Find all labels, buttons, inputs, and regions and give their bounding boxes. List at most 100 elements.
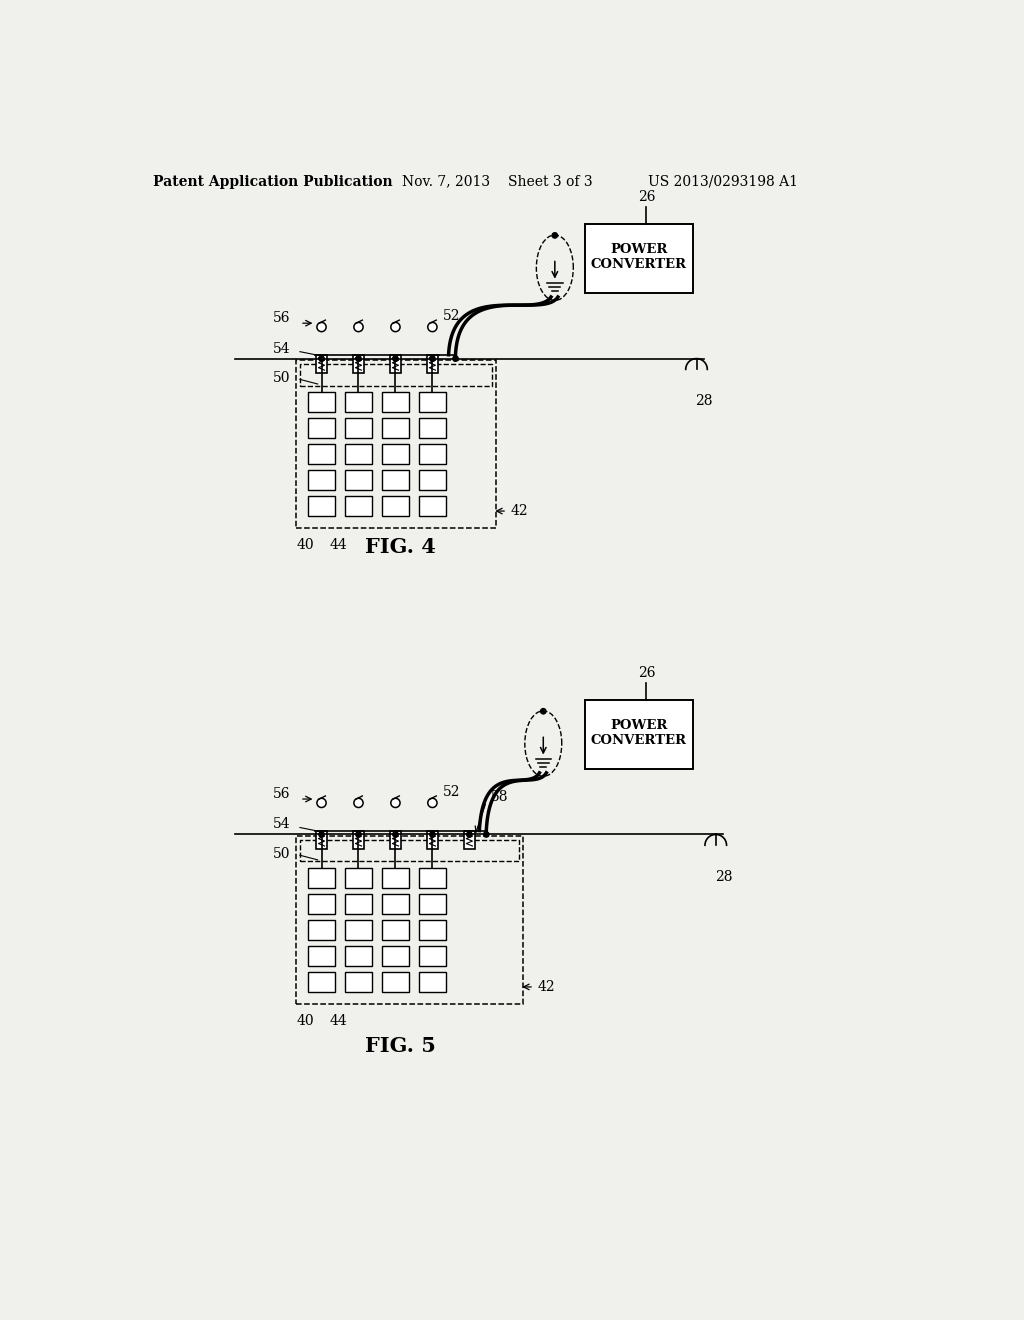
Bar bbox=[307, 894, 336, 913]
Text: 52: 52 bbox=[443, 785, 461, 799]
Bar bbox=[345, 946, 373, 966]
Text: 40: 40 bbox=[297, 539, 314, 552]
Bar bbox=[382, 894, 410, 913]
Bar bbox=[390, 830, 400, 849]
Bar bbox=[345, 920, 373, 940]
Text: Patent Application Publication: Patent Application Publication bbox=[154, 174, 393, 189]
Bar bbox=[419, 973, 446, 993]
Bar bbox=[419, 444, 446, 465]
Text: FIG. 4: FIG. 4 bbox=[365, 537, 435, 557]
Circle shape bbox=[355, 832, 361, 837]
Circle shape bbox=[430, 832, 435, 837]
Bar bbox=[382, 392, 410, 412]
Circle shape bbox=[393, 356, 398, 362]
Text: 44: 44 bbox=[330, 539, 347, 552]
Text: 42: 42 bbox=[510, 504, 527, 517]
Bar bbox=[419, 470, 446, 490]
Bar bbox=[419, 392, 446, 412]
Bar bbox=[307, 392, 336, 412]
Bar bbox=[307, 920, 336, 940]
Circle shape bbox=[483, 832, 489, 837]
Bar bbox=[345, 418, 373, 438]
Circle shape bbox=[318, 832, 325, 837]
Circle shape bbox=[354, 799, 364, 808]
Bar bbox=[316, 830, 327, 849]
Bar bbox=[419, 920, 446, 940]
Bar bbox=[345, 973, 373, 993]
Text: 50: 50 bbox=[273, 846, 291, 861]
Bar bbox=[427, 355, 438, 374]
Bar bbox=[382, 444, 410, 465]
Bar bbox=[296, 360, 497, 528]
Bar bbox=[296, 836, 523, 1003]
Bar bbox=[300, 840, 519, 862]
Text: 26: 26 bbox=[638, 665, 655, 680]
Circle shape bbox=[316, 322, 326, 331]
Bar bbox=[382, 946, 410, 966]
Bar bbox=[585, 700, 692, 770]
Text: POWER: POWER bbox=[610, 243, 668, 256]
Bar bbox=[316, 355, 327, 374]
Text: Nov. 7, 2013: Nov. 7, 2013 bbox=[402, 174, 490, 189]
Bar bbox=[427, 830, 438, 849]
Bar bbox=[382, 973, 410, 993]
Bar bbox=[419, 496, 446, 516]
Bar bbox=[382, 470, 410, 490]
Circle shape bbox=[391, 322, 400, 331]
Bar bbox=[307, 946, 336, 966]
Bar bbox=[307, 470, 336, 490]
Bar bbox=[345, 894, 373, 913]
Text: Sheet 3 of 3: Sheet 3 of 3 bbox=[508, 174, 593, 189]
Bar bbox=[419, 946, 446, 966]
Text: CONVERTER: CONVERTER bbox=[591, 734, 687, 747]
Text: POWER: POWER bbox=[610, 718, 668, 731]
Bar bbox=[345, 392, 373, 412]
Bar bbox=[307, 867, 336, 887]
Bar bbox=[307, 496, 336, 516]
Bar bbox=[382, 867, 410, 887]
Circle shape bbox=[354, 322, 364, 331]
Bar bbox=[419, 418, 446, 438]
Text: US 2013/0293198 A1: US 2013/0293198 A1 bbox=[648, 174, 799, 189]
Circle shape bbox=[318, 356, 325, 362]
Text: 42: 42 bbox=[538, 979, 555, 994]
Circle shape bbox=[391, 799, 400, 808]
Bar bbox=[390, 355, 400, 374]
Circle shape bbox=[428, 322, 437, 331]
Text: 56: 56 bbox=[273, 310, 291, 325]
Circle shape bbox=[453, 356, 458, 362]
Text: 28: 28 bbox=[715, 870, 732, 884]
Bar bbox=[345, 444, 373, 465]
Bar bbox=[353, 830, 364, 849]
Bar bbox=[382, 418, 410, 438]
Circle shape bbox=[428, 799, 437, 808]
Text: 54: 54 bbox=[273, 342, 291, 355]
Bar bbox=[382, 920, 410, 940]
Text: CONVERTER: CONVERTER bbox=[591, 259, 687, 271]
Bar bbox=[300, 364, 493, 385]
Bar bbox=[353, 355, 364, 374]
Bar bbox=[307, 444, 336, 465]
Circle shape bbox=[552, 232, 557, 238]
Text: 40: 40 bbox=[297, 1014, 314, 1028]
Bar bbox=[345, 867, 373, 887]
Text: 50: 50 bbox=[273, 371, 291, 385]
Bar bbox=[382, 496, 410, 516]
Text: 58: 58 bbox=[490, 789, 509, 804]
Bar bbox=[307, 973, 336, 993]
Text: 54: 54 bbox=[273, 817, 291, 832]
Bar bbox=[307, 418, 336, 438]
Bar bbox=[585, 224, 692, 293]
Bar bbox=[464, 830, 475, 849]
Text: FIG. 5: FIG. 5 bbox=[365, 1036, 435, 1056]
Circle shape bbox=[316, 799, 326, 808]
Text: 52: 52 bbox=[443, 309, 461, 323]
Text: 28: 28 bbox=[695, 393, 713, 408]
Circle shape bbox=[393, 832, 398, 837]
Bar bbox=[419, 867, 446, 887]
Bar bbox=[419, 894, 446, 913]
Circle shape bbox=[467, 832, 472, 837]
Circle shape bbox=[430, 356, 435, 362]
Bar bbox=[345, 496, 373, 516]
Text: 56: 56 bbox=[273, 787, 291, 801]
